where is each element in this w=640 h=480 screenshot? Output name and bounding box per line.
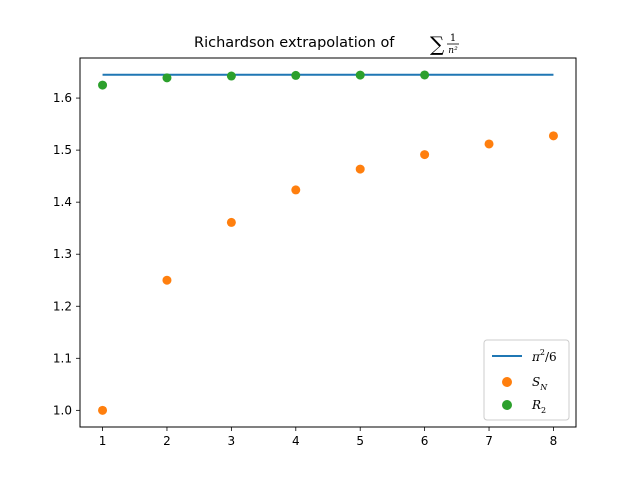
chart-title-fraction-numerator: 1 [450, 33, 456, 44]
data-point-s-n [355, 164, 365, 174]
chart-title-prefix: Richardson extrapolation of [194, 35, 395, 51]
chart-title: Richardson extrapolation of ∑ 1 n² [194, 32, 459, 56]
y-axis: 1.0 1.1 1.2 1.3 1.4 1.5 1.6 [53, 91, 80, 417]
data-point-r-2 [355, 70, 365, 80]
data-point-s-n [548, 131, 558, 141]
data-point-r-2 [162, 73, 172, 83]
data-point-s-n [98, 405, 108, 415]
legend-label-r-sub: 2 [541, 406, 546, 415]
legend-box [483, 339, 570, 421]
x-tick-label: 7 [485, 434, 493, 448]
legend-label-s-base: S [532, 375, 540, 389]
legend-label-pi-sup: 2 [540, 348, 545, 357]
legend-label-pi-squared-over-6: π2/6 [531, 348, 557, 364]
data-point-s-n [162, 275, 172, 285]
legend-label-pi-rest: /6 [545, 350, 557, 364]
chart-title-fraction-denominator: n² [448, 46, 458, 56]
x-tick-label: 8 [550, 434, 558, 448]
x-tick-label: 5 [356, 434, 364, 448]
legend-marker-s-n [502, 377, 512, 387]
data-point-s-n [226, 217, 236, 227]
x-axis: 1 2 3 4 5 6 7 8 [99, 427, 558, 448]
axes-frame [79, 57, 577, 428]
y-tick-label: 1.1 [53, 351, 72, 365]
data-point-r-2 [98, 80, 108, 90]
chart-title-sum-symbol: ∑ [430, 32, 445, 56]
data-point-s-n [420, 150, 430, 160]
y-tick-label: 1.2 [53, 299, 72, 313]
data-point-s-n [484, 139, 494, 149]
x-tick-label: 6 [421, 434, 429, 448]
y-tick-label: 1.4 [53, 195, 72, 209]
y-tick-label: 1.3 [53, 247, 72, 261]
x-tick-label: 4 [292, 434, 300, 448]
legend-label-s-n: SN [532, 375, 548, 392]
data-point-r-2 [420, 70, 430, 80]
data-point-r-2 [226, 71, 236, 81]
legend-label-r-2: R2 [531, 398, 546, 415]
legend-label-s-sub: N [539, 383, 548, 392]
x-tick-label: 3 [228, 434, 236, 448]
x-tick-label: 1 [99, 434, 107, 448]
y-tick-label: 1.5 [53, 143, 72, 157]
y-tick-label: 1.6 [53, 91, 72, 105]
legend-marker-r-2 [502, 400, 512, 410]
legend: π2/6 SN R2 [483, 339, 570, 421]
y-tick-label: 1.0 [53, 403, 72, 417]
plot-area [98, 70, 558, 415]
legend-label-pi-base: π [531, 350, 541, 364]
x-tick-label: 2 [163, 434, 171, 448]
data-point-r-2 [291, 70, 301, 80]
data-point-s-n [291, 185, 301, 195]
legend-label-r-base: R [531, 398, 541, 412]
